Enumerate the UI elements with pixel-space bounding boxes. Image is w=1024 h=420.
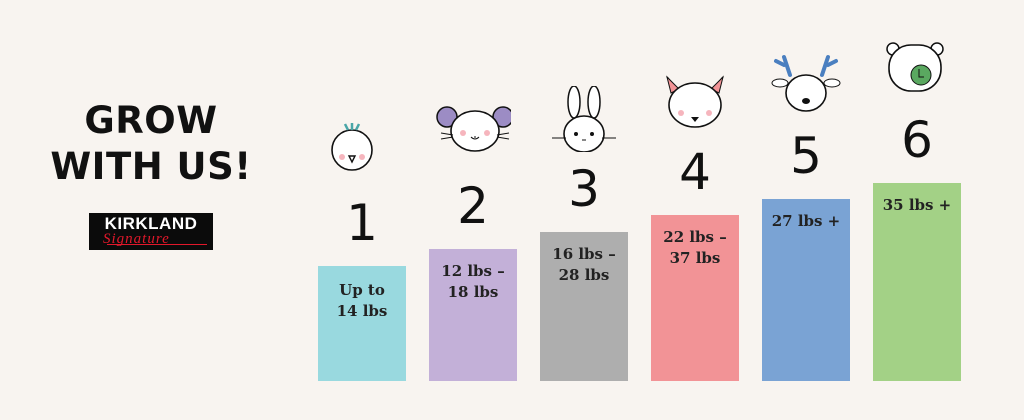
weight-range-bar: 27 lbs + — [762, 199, 850, 381]
weight-range-bar: 35 lbs + — [873, 183, 961, 381]
weight-range-bar: 12 lbs – 18 lbs — [429, 249, 517, 381]
weight-range-line1: 35 lbs + — [882, 196, 952, 214]
weight-range-line1: 22 lbs – — [663, 228, 727, 246]
headline: GROW WITH US! — [50, 99, 252, 188]
bird-icon — [318, 120, 406, 190]
weight-range-line2: 28 lbs — [558, 266, 610, 284]
step-number: 6 — [901, 111, 933, 169]
weight-range-line2: 37 lbs — [669, 249, 721, 267]
weight-range-line2: 18 lbs — [447, 283, 499, 301]
deer-icon — [762, 53, 850, 123]
bear-icon — [873, 37, 961, 107]
weight-range-line2: 14 lbs — [336, 302, 388, 320]
weight-range-line1: Up to — [339, 281, 385, 299]
weight-range-line1: 27 lbs + — [771, 212, 841, 230]
fox-icon — [651, 69, 739, 139]
mouse-icon — [429, 103, 517, 173]
step-number: 1 — [346, 194, 378, 252]
step-number: 2 — [457, 177, 489, 235]
weight-range-bar: 22 lbs – 37 lbs — [651, 215, 739, 381]
weight-range-line1: 12 lbs – — [441, 262, 505, 280]
step-number: 4 — [679, 143, 711, 201]
weight-range-bar: Up to 14 lbs — [318, 266, 406, 381]
step-number: 5 — [790, 127, 822, 185]
kirkland-signature-logo: KIRKLAND Signature — [89, 213, 213, 250]
step-number: 3 — [568, 160, 600, 218]
weight-range-line1: 16 lbs – — [552, 245, 616, 263]
weight-range-bar: 16 lbs – 28 lbs — [540, 232, 628, 381]
bunny-icon — [540, 86, 628, 156]
